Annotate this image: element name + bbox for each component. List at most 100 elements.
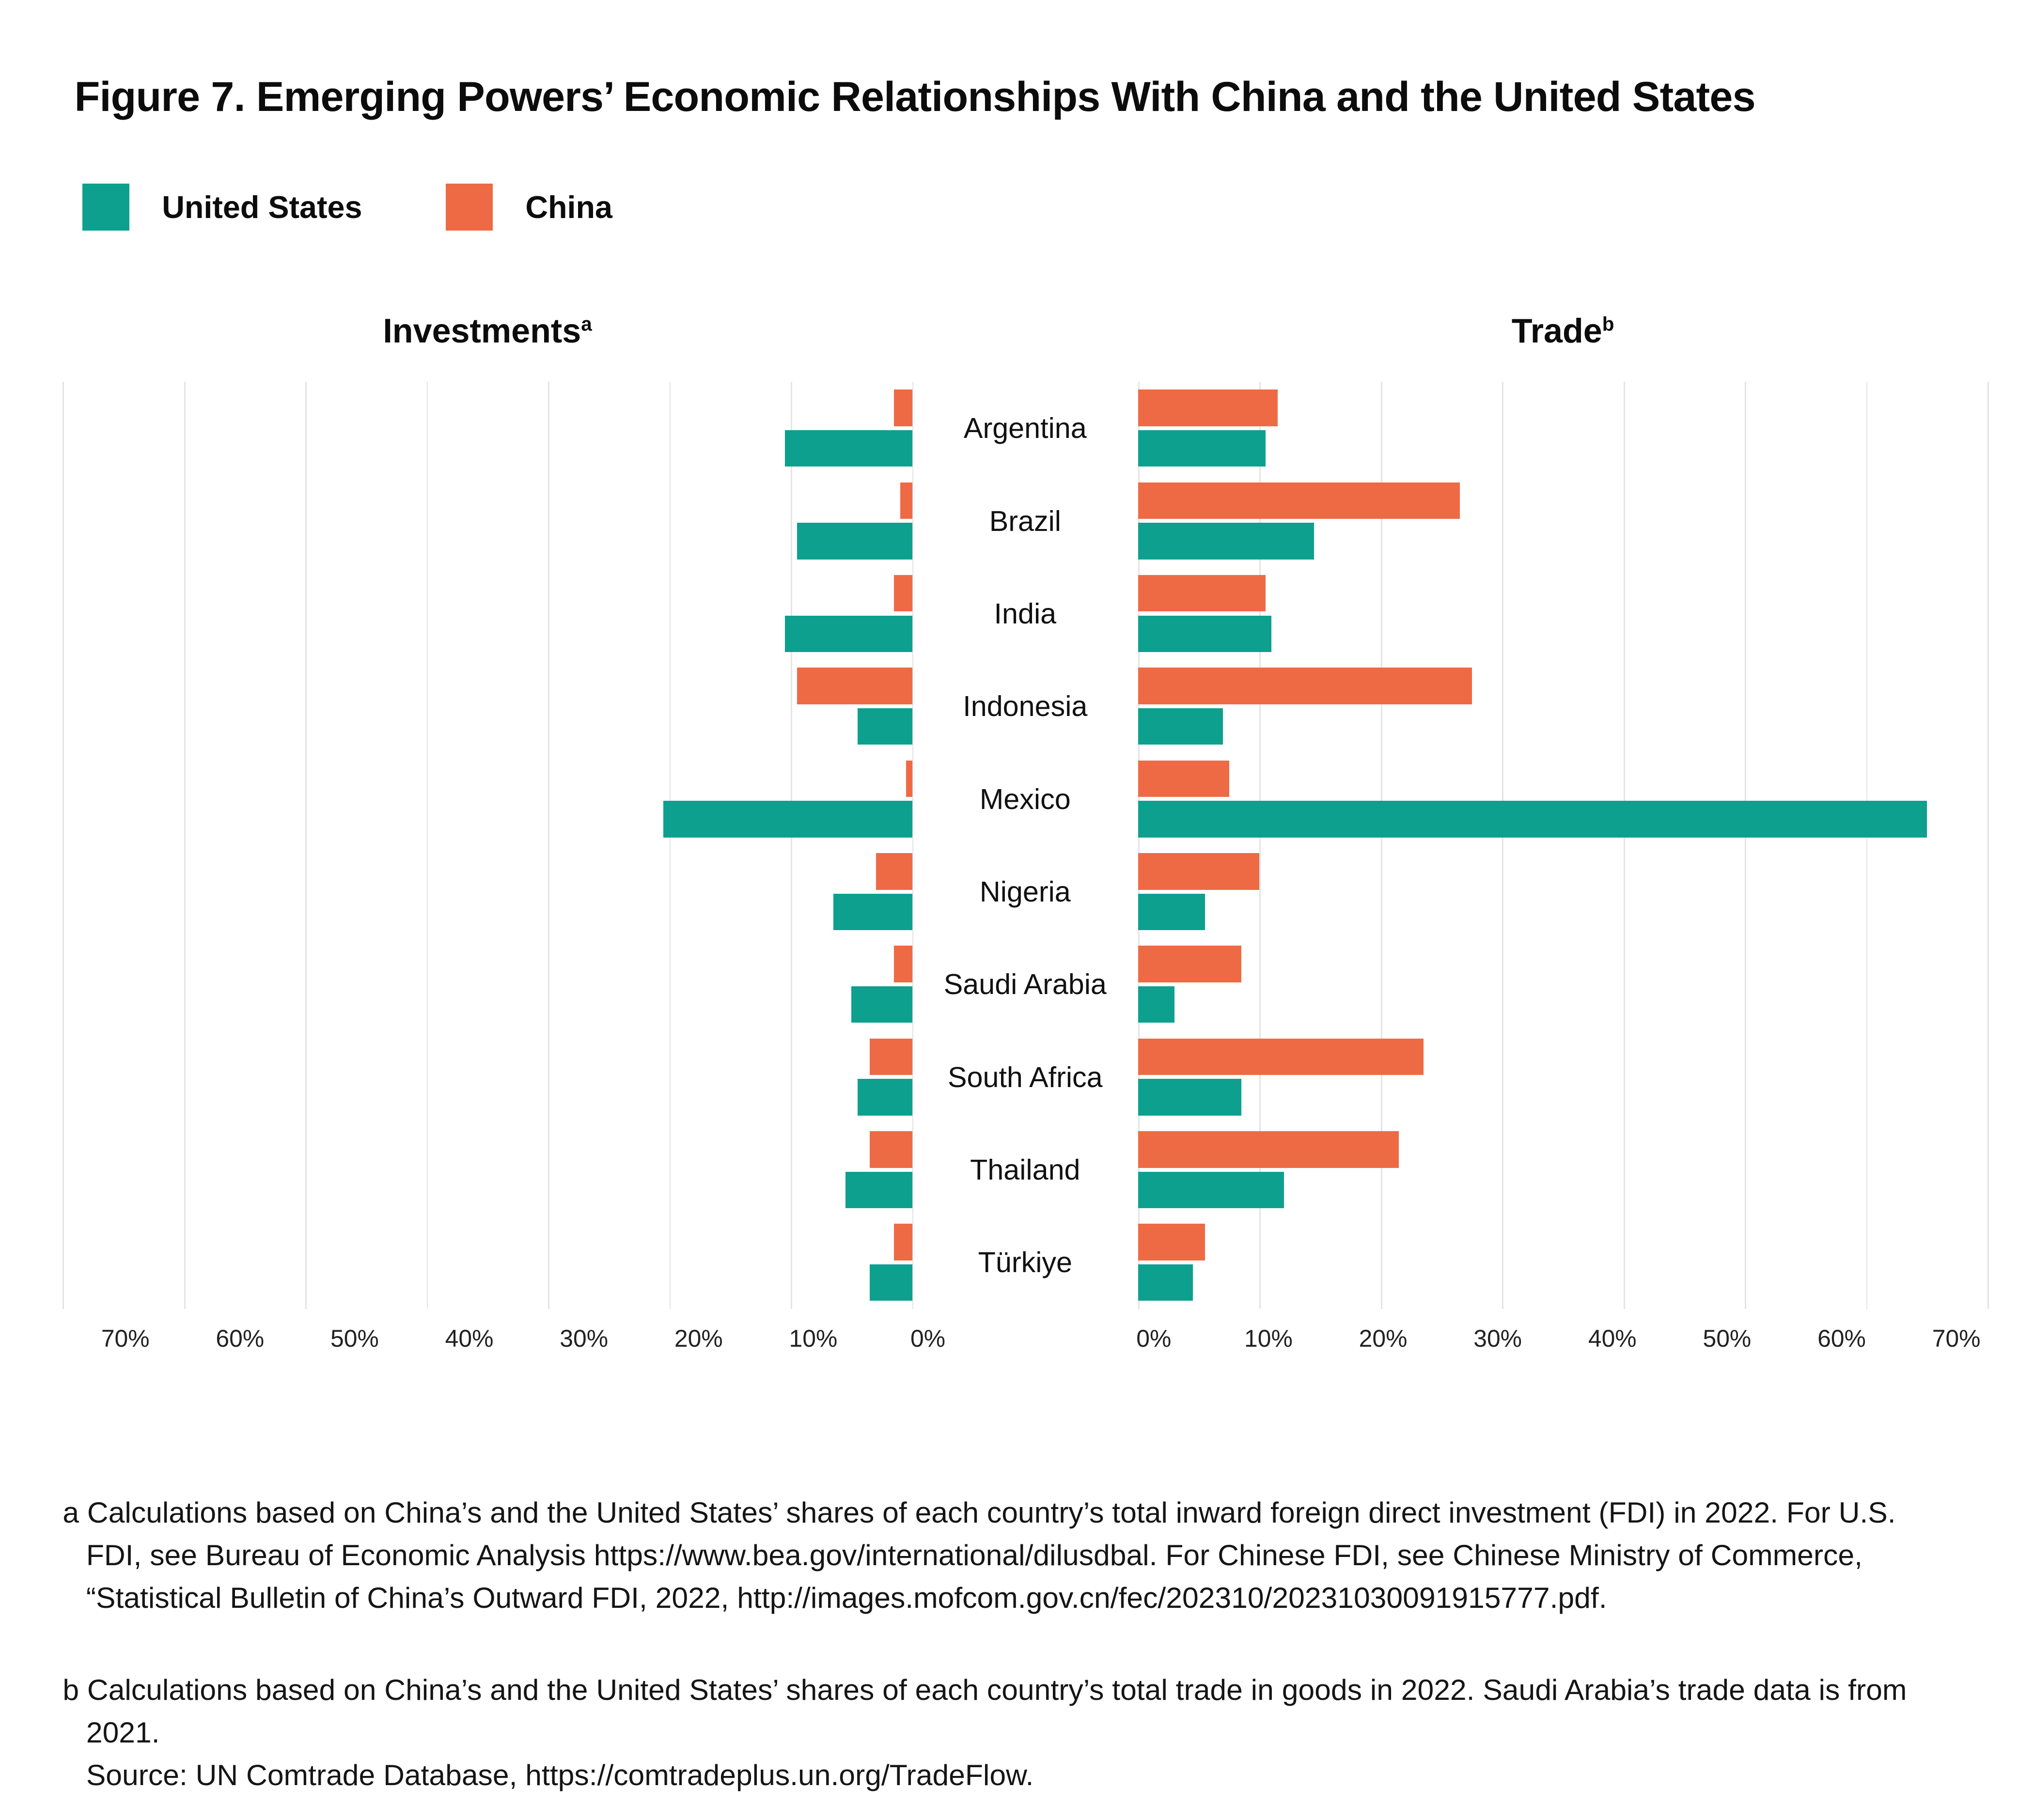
- us-investments-bar-brazil: [797, 523, 912, 560]
- axis-tick-label: 0%: [1136, 1325, 1172, 1353]
- china-investments-bar-nigeria: [876, 853, 912, 890]
- axis-tick-label: 0%: [910, 1325, 946, 1353]
- country-label-indonesia: Indonesia: [963, 690, 1088, 723]
- country-label-mexico: Mexico: [979, 782, 1071, 815]
- investments-row-indonesia: [63, 660, 912, 752]
- axis-tick-label: 10%: [1244, 1325, 1293, 1353]
- china-trade-bar-saudi-arabia: [1138, 946, 1241, 982]
- china-trade-bar-brazil: [1138, 482, 1460, 519]
- us-investments-bar-thailand: [845, 1171, 912, 1209]
- us-investments-bar-argentina: [784, 430, 912, 467]
- china-trade-bar-india: [1138, 575, 1266, 612]
- investments-row-thailand: [63, 1123, 912, 1216]
- china-trade-bar-nigeria: [1138, 853, 1260, 890]
- gridline: [1259, 382, 1261, 1309]
- gridline: [548, 382, 549, 1309]
- trade-axis: 0% 10% 20% 30% 40% 50% 60% 70%: [1136, 1324, 1980, 1366]
- trade-row-mexico: [1138, 753, 1988, 845]
- us-trade-bar-argentina: [1138, 430, 1266, 467]
- gridline: [669, 382, 671, 1309]
- axis-tick-label: 20%: [1359, 1325, 1408, 1353]
- investments-row-argentina: [63, 382, 912, 474]
- trade-row-türkiye: [1138, 1216, 1988, 1308]
- legend: United States China: [82, 184, 2019, 231]
- trade-row-brazil: [1138, 474, 1988, 567]
- us-trade-bar-saudi-arabia: [1138, 986, 1175, 1023]
- axis-tick-label: 20%: [674, 1325, 723, 1353]
- trade-row-indonesia: [1138, 660, 1988, 752]
- china-investments-bar-brazil: [900, 482, 912, 519]
- china-trade-bar-argentina: [1138, 389, 1278, 426]
- trade-row-saudi-arabia: [1138, 938, 1988, 1030]
- us-trade-bar-mexico: [1138, 801, 1927, 838]
- axis-tick-label: 40%: [445, 1325, 494, 1353]
- us-investments-bar-south-africa: [857, 1079, 912, 1116]
- us-investments-bar-saudi-arabia: [851, 986, 912, 1023]
- china-investments-bar-india: [894, 575, 912, 612]
- footnote-marker-b-ref: b: [1602, 313, 1614, 336]
- gridline: [1988, 382, 1989, 1309]
- gridline: [791, 382, 792, 1309]
- trade-row-thailand: [1138, 1123, 1988, 1216]
- axis-tick-label: 60%: [1817, 1325, 1866, 1353]
- gridline: [184, 382, 186, 1309]
- china-investments-bar-thailand: [870, 1131, 912, 1168]
- china-investments-bar-saudi-arabia: [894, 946, 912, 982]
- us-trade-bar-indonesia: [1138, 708, 1223, 745]
- trade-rows: [1138, 382, 1988, 1309]
- footnote-a-marker: a: [63, 1496, 79, 1529]
- investments-row-india: [63, 567, 912, 660]
- us-trade-bar-south-africa: [1138, 1079, 1241, 1116]
- axis-tick-label: 70%: [101, 1325, 150, 1353]
- china-trade-bar-türkiye: [1138, 1224, 1205, 1260]
- gridline: [1380, 382, 1382, 1309]
- footnote-a: a Calculations based on China’s and the …: [63, 1492, 1956, 1619]
- country-labels-column: Argentina Brazil India Indonesia Mexico Niger…: [912, 382, 1138, 1309]
- china-trade-bar-mexico: [1138, 760, 1229, 797]
- footnote-b-text: Calculations based on China’s and the Un…: [86, 1673, 1907, 1749]
- us-trade-bar-thailand: [1138, 1171, 1284, 1209]
- china-investments-bar-argentina: [894, 389, 912, 426]
- gridline: [912, 382, 914, 1309]
- footnotes: a Calculations based on China’s and the …: [63, 1492, 1956, 1797]
- us-trade-bar-india: [1138, 615, 1272, 652]
- us-trade-bar-nigeria: [1138, 893, 1205, 931]
- gridline: [426, 382, 428, 1309]
- trade-panel-title: Tradeb: [1511, 312, 1614, 350]
- us-trade-bar-türkiye: [1138, 1264, 1193, 1301]
- footnote-marker-a-ref: a: [581, 313, 592, 336]
- gridline: [1138, 382, 1140, 1309]
- investments-row-nigeria: [63, 845, 912, 938]
- investments-rows: [63, 382, 912, 1309]
- country-label-saudi-arabia: Saudi Arabia: [943, 968, 1107, 1001]
- country-label-india: India: [994, 597, 1057, 630]
- diverging-bar-chart: Argentina Brazil India Indonesia Mexico Niger…: [63, 382, 1989, 1366]
- axis-tick-label: 30%: [560, 1325, 609, 1353]
- china-color-swatch: [445, 184, 493, 231]
- china-trade-bar-south-africa: [1138, 1038, 1424, 1075]
- figure-title: Figure 7. Emerging Powers’ Economic Rela…: [74, 73, 1756, 120]
- trade-plot: [1138, 382, 1989, 1309]
- investments-plot: [63, 382, 914, 1309]
- legend-item-united-states: United States: [82, 184, 362, 231]
- china-trade-bar-indonesia: [1138, 668, 1472, 704]
- investments-axis: 70% 60% 50% 40% 30% 20% 10% 0%: [101, 1324, 945, 1366]
- x-axis: 70% 60% 50% 40% 30% 20% 10% 0% 0% 10% 20% 30% 40% 50…: [101, 1324, 1981, 1366]
- gridline: [1502, 382, 1504, 1309]
- gridline: [1623, 382, 1625, 1309]
- legend-label-united-states: United States: [162, 189, 362, 225]
- us-color-swatch: [82, 184, 129, 231]
- us-investments-bar-india: [784, 615, 912, 652]
- us-trade-bar-brazil: [1138, 523, 1315, 560]
- footnote-a-text: Calculations based on China’s and the Un…: [86, 1496, 1896, 1614]
- us-investments-bar-türkiye: [870, 1264, 912, 1301]
- country-label-south-africa: South Africa: [947, 1060, 1103, 1093]
- us-investments-bar-nigeria: [833, 893, 912, 931]
- axis-tick-label: 60%: [216, 1325, 265, 1353]
- gridline: [63, 382, 64, 1309]
- china-investments-bar-south-africa: [870, 1038, 912, 1075]
- investments-row-south-africa: [63, 1031, 912, 1123]
- us-investments-bar-indonesia: [857, 708, 912, 745]
- footnote-b-source: Source: UN Comtrade Database, https://co…: [86, 1758, 1034, 1792]
- investments-row-saudi-arabia: [63, 938, 912, 1030]
